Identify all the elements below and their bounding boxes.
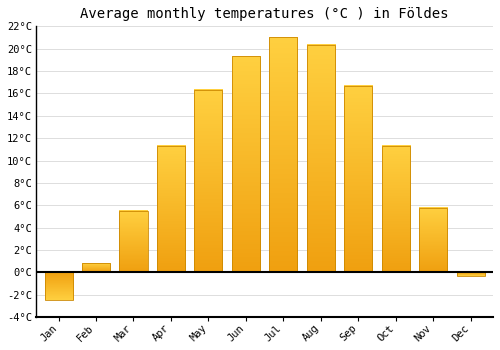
Bar	[44, 272, 72, 300]
Bar	[419, 208, 447, 272]
Bar	[456, 272, 484, 276]
Bar	[157, 146, 185, 272]
Bar	[270, 37, 297, 272]
Bar	[194, 90, 222, 272]
Bar	[82, 264, 110, 272]
Bar	[232, 56, 260, 272]
Bar	[382, 146, 409, 272]
Bar	[306, 45, 335, 272]
Title: Average monthly temperatures (°C ) in Földes: Average monthly temperatures (°C ) in Fö…	[80, 7, 449, 21]
Bar	[344, 86, 372, 272]
Bar	[120, 211, 148, 272]
